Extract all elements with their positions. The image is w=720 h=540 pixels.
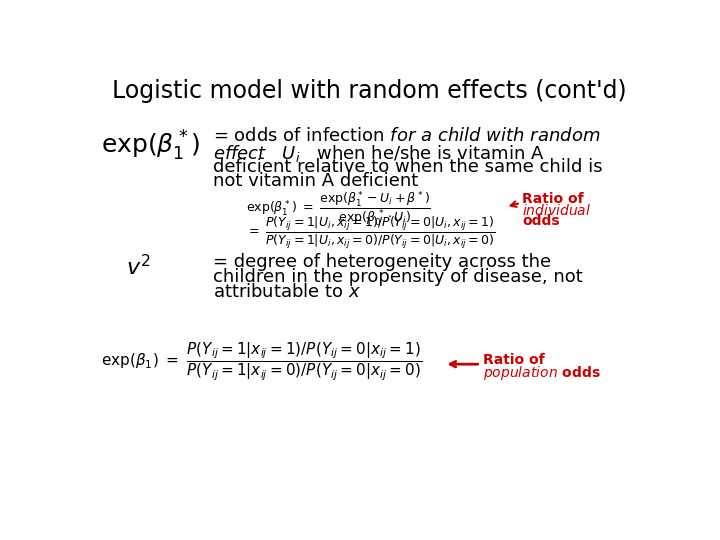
Text: $=\ \dfrac{P(Y_{ij}=1|U_i,x_{ij}=1)/P(Y_{ij}=0|U_i,x_{ij}=1)}{P(Y_{ij}=1|U_i,x_{: $=\ \dfrac{P(Y_{ij}=1|U_i,x_{ij}=1)/P(Y_… xyxy=(246,215,495,252)
Text: $\exp(\beta_1^*)\ =\ \dfrac{\exp(\beta_1^*-U_i+\beta^*)}{\exp(\beta_0^{\,*}\cdot: $\exp(\beta_1^*)\ =\ \dfrac{\exp(\beta_1… xyxy=(246,190,431,228)
Text: = degree of heterogeneity across the: = degree of heterogeneity across the xyxy=(213,253,551,271)
Text: $\mathit{individual}$: $\mathit{individual}$ xyxy=(523,203,592,218)
Text: children in the propensity of disease, not: children in the propensity of disease, n… xyxy=(213,268,582,286)
Text: deficient relative to when the same child is: deficient relative to when the same chil… xyxy=(213,158,603,176)
Text: Ratio of: Ratio of xyxy=(483,353,545,367)
Text: attributable to $\mathit{x}$: attributable to $\mathit{x}$ xyxy=(213,282,361,301)
Text: $\exp(\beta_1^*)$: $\exp(\beta_1^*)$ xyxy=(101,129,201,164)
Text: odds: odds xyxy=(523,214,560,228)
Text: Logistic model with random effects (cont'd): Logistic model with random effects (cont… xyxy=(112,79,626,103)
Text: = odds of infection $\mathit{for\ a\ child\ with\ random}$: = odds of infection $\mathit{for\ a\ chi… xyxy=(213,127,600,145)
Text: $\exp(\beta_1)\ =\ \dfrac{P(Y_{ij}=1|x_{ij}=1)/P(Y_{ij}=0|x_{ij}=1)}{P(Y_{ij}=1|: $\exp(\beta_1)\ =\ \dfrac{P(Y_{ij}=1|x_{… xyxy=(101,341,422,383)
Text: not vitamin A deficient: not vitamin A deficient xyxy=(213,172,418,191)
Text: $\mathit{population}$ odds: $\mathit{population}$ odds xyxy=(483,364,601,382)
Text: $\mathit{effect}$   $U_i$   when he/she is vitamin A: $\mathit{effect}$ $U_i$ when he/she is v… xyxy=(213,143,544,164)
Text: Ratio of: Ratio of xyxy=(523,192,584,206)
Text: $v^2$: $v^2$ xyxy=(126,254,150,279)
